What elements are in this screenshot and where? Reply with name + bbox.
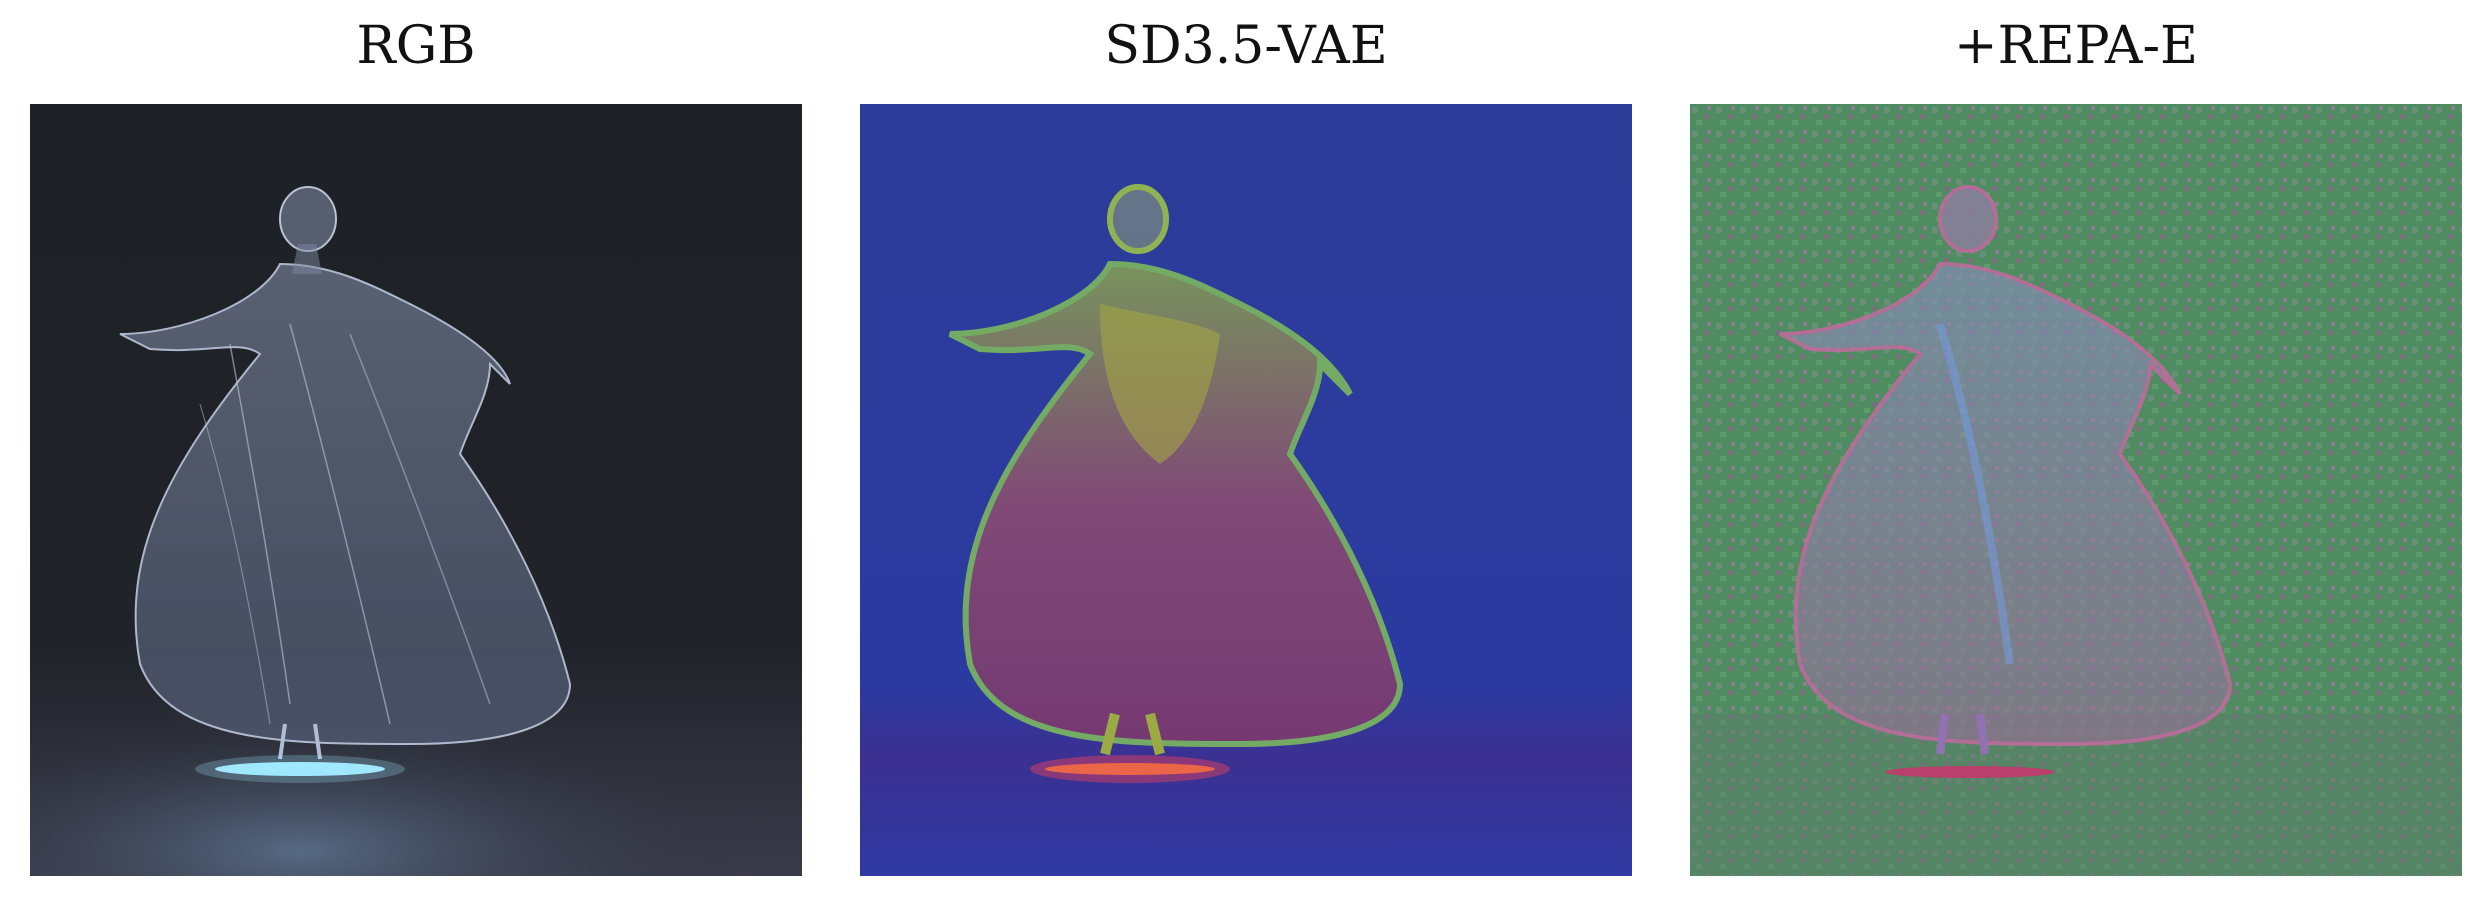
repa-e-feature-map xyxy=(1690,104,2462,876)
panel-repa-e: +REPA-E xyxy=(1690,0,2462,906)
panel-sd35-vae: SD3.5-VAE xyxy=(860,0,1632,906)
sd35-vae-feature-map xyxy=(860,104,1632,876)
panel-title: RGB xyxy=(356,16,476,76)
rgb-image xyxy=(30,104,802,876)
panel-rgb: RGB xyxy=(30,0,802,906)
panel-title: +REPA-E xyxy=(1954,16,2198,76)
panel-title: SD3.5-VAE xyxy=(1104,16,1388,76)
